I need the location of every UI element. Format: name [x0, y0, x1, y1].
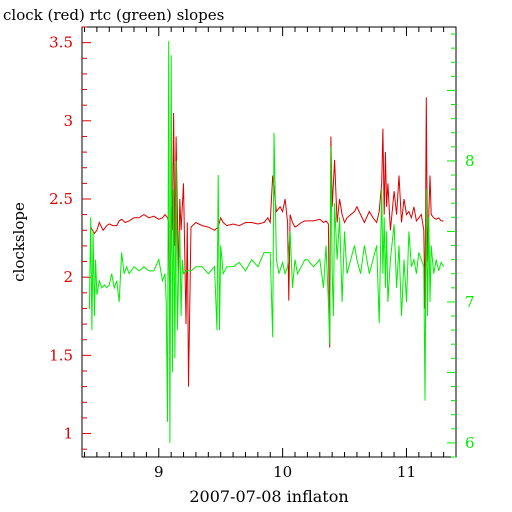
- series-layer: [88, 41, 445, 443]
- y-tick-label-left: 3.5: [49, 34, 73, 52]
- x-tick-label: 9: [154, 463, 164, 481]
- x-axis-label: 2007-07-08 inflaton: [189, 487, 348, 506]
- y-tick-label-left: 1.5: [49, 346, 73, 364]
- y-tick-label-right: 6: [465, 434, 475, 452]
- y-axis-label: clockslope: [10, 202, 28, 282]
- y-tick-label-left: 1: [63, 425, 73, 443]
- y-tick-label-right: 8: [465, 152, 475, 170]
- series-line-rtc: [88, 41, 445, 443]
- y-tick-label-left: 2.5: [49, 190, 73, 208]
- y-tick-label-left: 3: [63, 112, 73, 130]
- series-line-clock: [90, 97, 444, 387]
- x-tick-label: 10: [273, 463, 292, 481]
- y-tick-label-left: 2: [63, 268, 73, 286]
- y-tick-label-right: 7: [465, 293, 475, 311]
- plot-frame: [81, 26, 457, 458]
- chart-title: clock (red) rtc (green) slopes: [3, 6, 224, 24]
- x-tick-label: 11: [397, 463, 416, 481]
